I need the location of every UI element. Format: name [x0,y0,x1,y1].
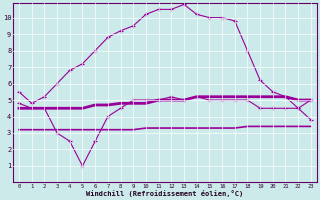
X-axis label: Windchill (Refroidissement éolien,°C): Windchill (Refroidissement éolien,°C) [86,190,244,197]
